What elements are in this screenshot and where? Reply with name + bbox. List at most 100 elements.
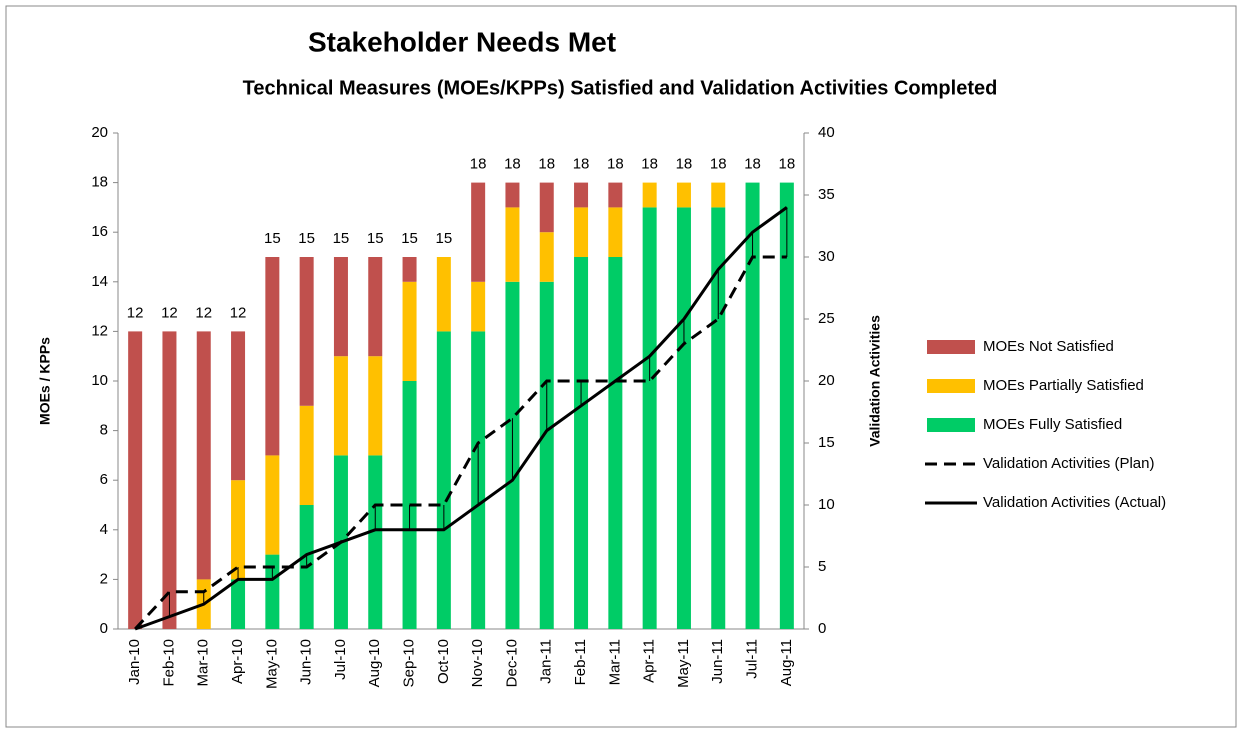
legend-swatch bbox=[927, 379, 975, 393]
x-tick-label: Jan-10 bbox=[126, 639, 143, 685]
bar-segment bbox=[539, 182, 554, 233]
y2-tick-label: 10 bbox=[818, 496, 835, 513]
legend-swatch bbox=[927, 418, 975, 432]
legend-label: Validation Activities (Plan) bbox=[983, 455, 1154, 472]
total-label: 15 bbox=[298, 230, 315, 247]
bar-segment bbox=[368, 455, 383, 629]
total-label: 18 bbox=[641, 156, 658, 173]
bar-segment bbox=[676, 182, 691, 208]
bar-segment bbox=[574, 182, 589, 208]
total-label: 18 bbox=[470, 156, 487, 173]
bar-segment bbox=[779, 182, 794, 629]
y-tick-label: 0 bbox=[100, 620, 108, 637]
y2-tick-label: 20 bbox=[818, 372, 835, 389]
total-label: 18 bbox=[710, 156, 727, 173]
x-tick-label: Feb-11 bbox=[572, 639, 589, 685]
total-label: 12 bbox=[230, 304, 247, 321]
bar-segment bbox=[505, 182, 520, 208]
y2-tick-label: 35 bbox=[818, 186, 835, 203]
legend-label: MOEs Partially Satisfied bbox=[983, 377, 1144, 394]
y2-tick-label: 30 bbox=[818, 248, 835, 265]
x-tick-label: Jul-11 bbox=[744, 639, 761, 679]
bar-segment bbox=[196, 331, 211, 580]
y-tick-label: 8 bbox=[100, 422, 108, 439]
bar-segment bbox=[505, 207, 520, 282]
bar-segment bbox=[299, 257, 314, 406]
y-tick-label: 14 bbox=[91, 273, 108, 290]
x-tick-label: Jan-11 bbox=[538, 639, 555, 684]
bar-segment bbox=[574, 257, 589, 629]
bar-segment bbox=[402, 281, 417, 381]
bar-segment bbox=[231, 331, 246, 481]
bar-segment bbox=[436, 331, 451, 629]
bar-segment bbox=[745, 182, 760, 629]
line-series bbox=[134, 206, 788, 631]
y-tick-label: 4 bbox=[100, 521, 108, 538]
bar-segment bbox=[231, 480, 246, 580]
total-label: 18 bbox=[504, 156, 521, 173]
bar-segment bbox=[711, 182, 726, 208]
y-tick-label: 6 bbox=[100, 471, 108, 488]
y2-axis-label: Validation Activities bbox=[867, 315, 883, 447]
y-tick-label: 2 bbox=[100, 570, 108, 587]
x-tick-label: Apr-11 bbox=[641, 639, 658, 683]
total-label: 15 bbox=[333, 230, 350, 247]
total-label: 15 bbox=[401, 230, 418, 247]
total-label: 18 bbox=[744, 156, 761, 173]
legend-label: MOEs Fully Satisfied bbox=[983, 416, 1122, 433]
y-tick-label: 18 bbox=[91, 174, 108, 191]
x-tick-label: Mar-11 bbox=[606, 639, 623, 685]
bar-segment bbox=[368, 356, 383, 456]
bar-segment bbox=[128, 331, 143, 629]
y-tick-label: 16 bbox=[91, 223, 108, 240]
total-label: 12 bbox=[195, 304, 212, 321]
legend-swatch bbox=[927, 340, 975, 354]
total-label: 18 bbox=[538, 156, 555, 173]
chart-subtitle: Technical Measures (MOEs/KPPs) Satisfied… bbox=[243, 77, 998, 99]
bar-segment bbox=[539, 232, 554, 282]
y2-tick-label: 5 bbox=[818, 558, 826, 575]
bar-segment bbox=[265, 455, 280, 555]
total-label: 15 bbox=[436, 230, 453, 247]
x-tick-label: Feb-10 bbox=[160, 639, 177, 687]
x-tick-label: Jun-11 bbox=[709, 639, 726, 684]
total-label: 18 bbox=[607, 156, 624, 173]
x-tick-label: May-10 bbox=[263, 639, 280, 689]
x-tick-label: Aug-10 bbox=[366, 639, 383, 687]
bar-segment bbox=[642, 182, 657, 208]
bar-segment bbox=[676, 207, 691, 629]
x-tick-label: Nov-10 bbox=[469, 639, 486, 687]
x-tick-label: Oct-10 bbox=[435, 639, 452, 684]
y-tick-label: 20 bbox=[91, 124, 108, 141]
x-tick-label: Apr-10 bbox=[229, 639, 246, 684]
x-tick-label: May-11 bbox=[675, 639, 692, 688]
line-series bbox=[134, 255, 787, 631]
y-tick-label: 10 bbox=[91, 372, 108, 389]
x-tick-label: Mar-10 bbox=[195, 639, 212, 687]
y2-tick-label: 40 bbox=[818, 124, 835, 141]
x-tick-label: Jul-10 bbox=[332, 639, 349, 680]
bar-segment bbox=[436, 257, 451, 332]
bar-segment bbox=[574, 207, 589, 257]
bar-segment bbox=[162, 331, 177, 629]
total-label: 15 bbox=[367, 230, 384, 247]
x-tick-label: Aug-11 bbox=[778, 639, 795, 686]
bar-segment bbox=[608, 257, 623, 629]
y2-tick-label: 15 bbox=[818, 434, 835, 451]
y-axis-label: MOEs / KPPs bbox=[37, 337, 53, 425]
bar-segment bbox=[642, 207, 657, 629]
bar-segment bbox=[608, 182, 623, 208]
y2-tick-label: 25 bbox=[818, 310, 835, 327]
bar-segment bbox=[265, 554, 280, 629]
bar-segment bbox=[471, 182, 486, 282]
total-label: 18 bbox=[676, 156, 693, 173]
bar-segment bbox=[402, 257, 417, 282]
bar-segment bbox=[333, 356, 348, 456]
bar-segment bbox=[231, 579, 246, 629]
bar-segment bbox=[539, 281, 554, 629]
x-tick-label: Dec-10 bbox=[503, 639, 520, 687]
bar-segment bbox=[299, 405, 314, 505]
bar-segment bbox=[265, 257, 280, 456]
x-tick-label: Sep-10 bbox=[401, 639, 418, 687]
